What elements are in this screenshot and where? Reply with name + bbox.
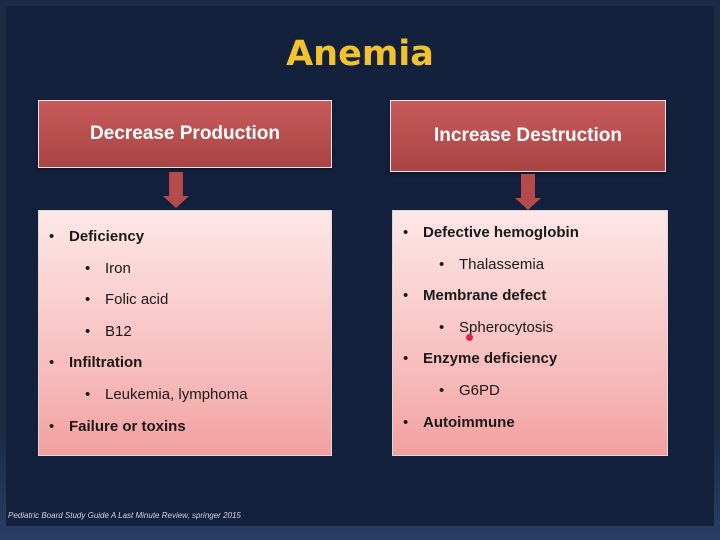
list-item-text: Thalassemia bbox=[459, 255, 545, 273]
list-item-text: Infiltration bbox=[69, 354, 143, 372]
list-item-text: G6PD bbox=[459, 382, 500, 399]
bullet-icon: • bbox=[49, 228, 55, 245]
bullet-icon: • bbox=[439, 318, 445, 336]
list-item-text: Iron bbox=[105, 259, 131, 277]
list-item-text: Autoimmune bbox=[423, 413, 515, 431]
list-item: • Defective hemoglobin bbox=[403, 224, 579, 241]
slide: Anemia Decrease Production • Deficiency • I… bbox=[6, 6, 714, 526]
list-item: • Membrane defect bbox=[403, 287, 547, 305]
bullet-icon: • bbox=[403, 287, 409, 305]
bullet-icon: • bbox=[439, 255, 445, 273]
bullet-icon: • bbox=[49, 354, 55, 372]
list-item-text: Spherocytosis bbox=[459, 318, 554, 336]
list-item: • Thalassemia bbox=[439, 255, 545, 273]
list-item: • Leukemia, lymphoma bbox=[85, 386, 248, 403]
bullet-icon: • bbox=[403, 224, 409, 241]
list-item-text: Defective hemoglobin bbox=[423, 224, 579, 241]
list-item: • Iron bbox=[85, 259, 131, 277]
list-item: • Spherocytosis bbox=[439, 318, 554, 336]
bullet-icon: • bbox=[85, 386, 91, 403]
list-item-text: B12 bbox=[105, 322, 132, 340]
slide-title: Anemia bbox=[286, 34, 434, 74]
bullet-icon: • bbox=[439, 382, 445, 399]
list-item: • G6PD bbox=[439, 382, 500, 399]
increase-destruction-list: • Defective hemoglobin • Thalassemia • Membra… bbox=[392, 210, 668, 456]
list-item-text: Failure or toxins bbox=[69, 417, 186, 435]
bullet-icon: • bbox=[403, 350, 409, 368]
list-item: • Enzyme deficiency bbox=[403, 350, 558, 368]
bullet-icon: • bbox=[49, 417, 55, 435]
list-item-text: Deficiency bbox=[69, 228, 145, 245]
increase-destruction-header: Increase Destruction bbox=[390, 100, 666, 172]
bullet-icon: • bbox=[85, 322, 91, 340]
list-item: • Infiltration bbox=[49, 354, 143, 372]
bullet-icon: • bbox=[85, 259, 91, 277]
list-item-text: Membrane defect bbox=[423, 287, 547, 305]
list-item: • Failure or toxins bbox=[49, 417, 186, 435]
list-item: • B12 bbox=[85, 322, 132, 340]
list-item-text: Enzyme deficiency bbox=[423, 350, 558, 368]
increase-destruction-label: Increase Destruction bbox=[434, 125, 622, 146]
bullet-icon: • bbox=[403, 413, 409, 431]
citation-footer: Pediatric Board Study Guide A Last Minut… bbox=[8, 511, 241, 520]
bullet-icon: • bbox=[85, 291, 91, 309]
list-item: • Folic acid bbox=[85, 291, 169, 309]
list-item-text: Leukemia, lymphoma bbox=[105, 386, 248, 403]
pointer-dot-icon bbox=[466, 334, 473, 341]
list-item: • Autoimmune bbox=[403, 413, 515, 431]
decrease-production-list: • Deficiency • Iron • Folic acid • B12 • Infiltra… bbox=[38, 210, 332, 456]
decrease-production-header: Decrease Production bbox=[38, 100, 332, 168]
list-item: • Deficiency bbox=[49, 228, 145, 245]
decrease-production-label: Decrease Production bbox=[89, 123, 281, 144]
list-item-text: Folic acid bbox=[105, 291, 169, 309]
